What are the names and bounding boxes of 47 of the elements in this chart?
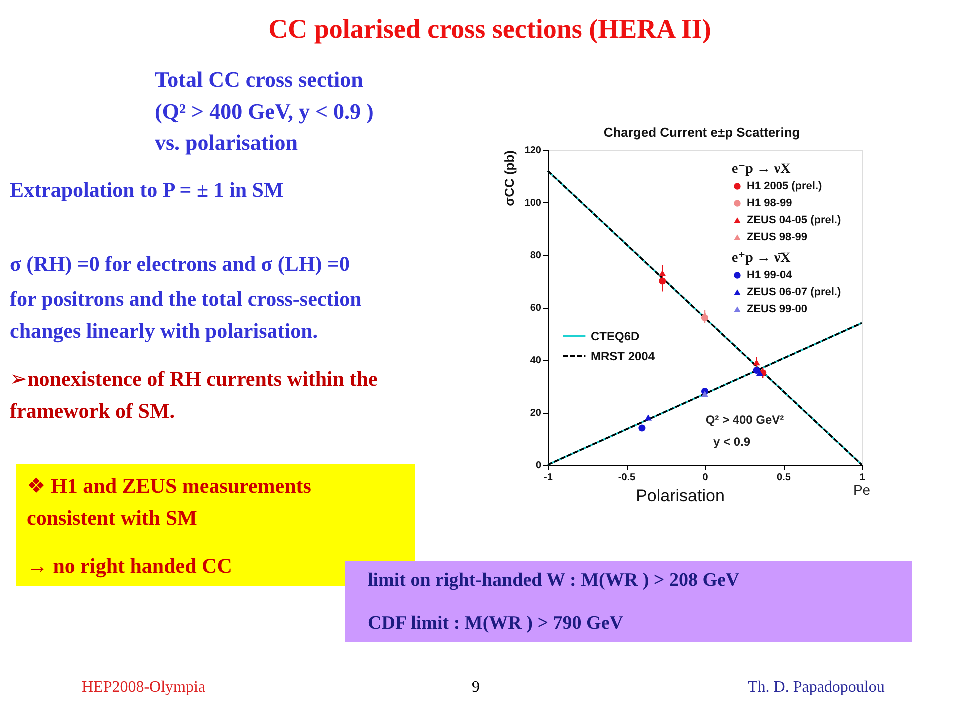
y-tick-label: 120 <box>524 146 542 156</box>
x-tick-label: -0.5 <box>618 472 636 484</box>
text: → no right handed CC <box>27 554 232 578</box>
x-tick-label: 0 <box>702 472 709 484</box>
text: HEP2008-Olympia <box>82 679 206 696</box>
text: 9 <box>472 679 480 696</box>
annotation: e⁺p → ν̄X <box>732 251 791 266</box>
legend-label: CTEQ6D <box>591 330 640 344</box>
text: CDF limit : M(WR ) > 790 GeV <box>368 613 624 634</box>
legend-label: H1 98-99 <box>747 198 792 210</box>
text: ➢nonexistence of RH currents within the <box>10 367 378 391</box>
text: limit on right-handed W : M(WR ) > 208 GeV <box>368 570 740 591</box>
y-tick-label: 100 <box>524 198 542 209</box>
text: framework of SM. <box>10 399 176 423</box>
legend-label: ZEUS 98-99 <box>747 232 808 244</box>
text: changes linearly with polarisation. <box>10 319 318 343</box>
text: consistent with SM <box>27 506 198 530</box>
legend-label: H1 99-04 <box>747 270 794 282</box>
chart-title: CC polarised cross sections (HERA II) <box>268 14 712 44</box>
text: ❖ H1 and ZEUS measurements <box>27 474 312 498</box>
legend-label: ZEUS 99-00 <box>747 304 808 316</box>
text: Extrapolation to P = ± 1 in SM <box>10 178 284 202</box>
x-tick-label: -1 <box>544 472 554 484</box>
chart-subtitle: Charged Current e±p Scattering <box>604 125 800 140</box>
text: σ (RH) =0 for electrons and σ (LH) =0 <box>10 252 350 276</box>
x-tick-label: 0.5 <box>777 472 792 484</box>
legend-label: MRST 2004 <box>591 350 656 364</box>
x-tick-label: 1 <box>860 472 866 484</box>
text: for positrons and the total cross-section <box>10 287 362 311</box>
text: Total CC cross section <box>155 67 364 92</box>
x-axis-title: Polarisation <box>636 486 725 506</box>
legend-label: H1 2005 (prel.) <box>747 180 823 192</box>
y-tick-label: 20 <box>530 408 542 419</box>
text: Pe <box>853 482 871 498</box>
y-tick-label: 60 <box>530 303 542 314</box>
legend-label: ZEUS 04-05 (prel.) <box>747 214 842 226</box>
annotation: e⁻p → νX <box>732 162 791 177</box>
annotation: y < 0.9 <box>713 435 751 449</box>
y-tick-label: 80 <box>530 250 542 262</box>
annotation: Q² > 400 GeV² <box>706 413 784 427</box>
y-tick-label: 0 <box>536 460 542 472</box>
text: vs. polarisation <box>155 130 298 155</box>
legend-label: ZEUS 06-07 (prel.) <box>747 286 842 298</box>
y-tick-label: 40 <box>530 356 542 366</box>
text: (Q² > 400 GeV, y < 0.9 ) <box>155 99 374 124</box>
text: Th. D. Papadopoulou <box>748 679 885 696</box>
y-axis-title: σCC (pb) <box>502 150 517 206</box>
